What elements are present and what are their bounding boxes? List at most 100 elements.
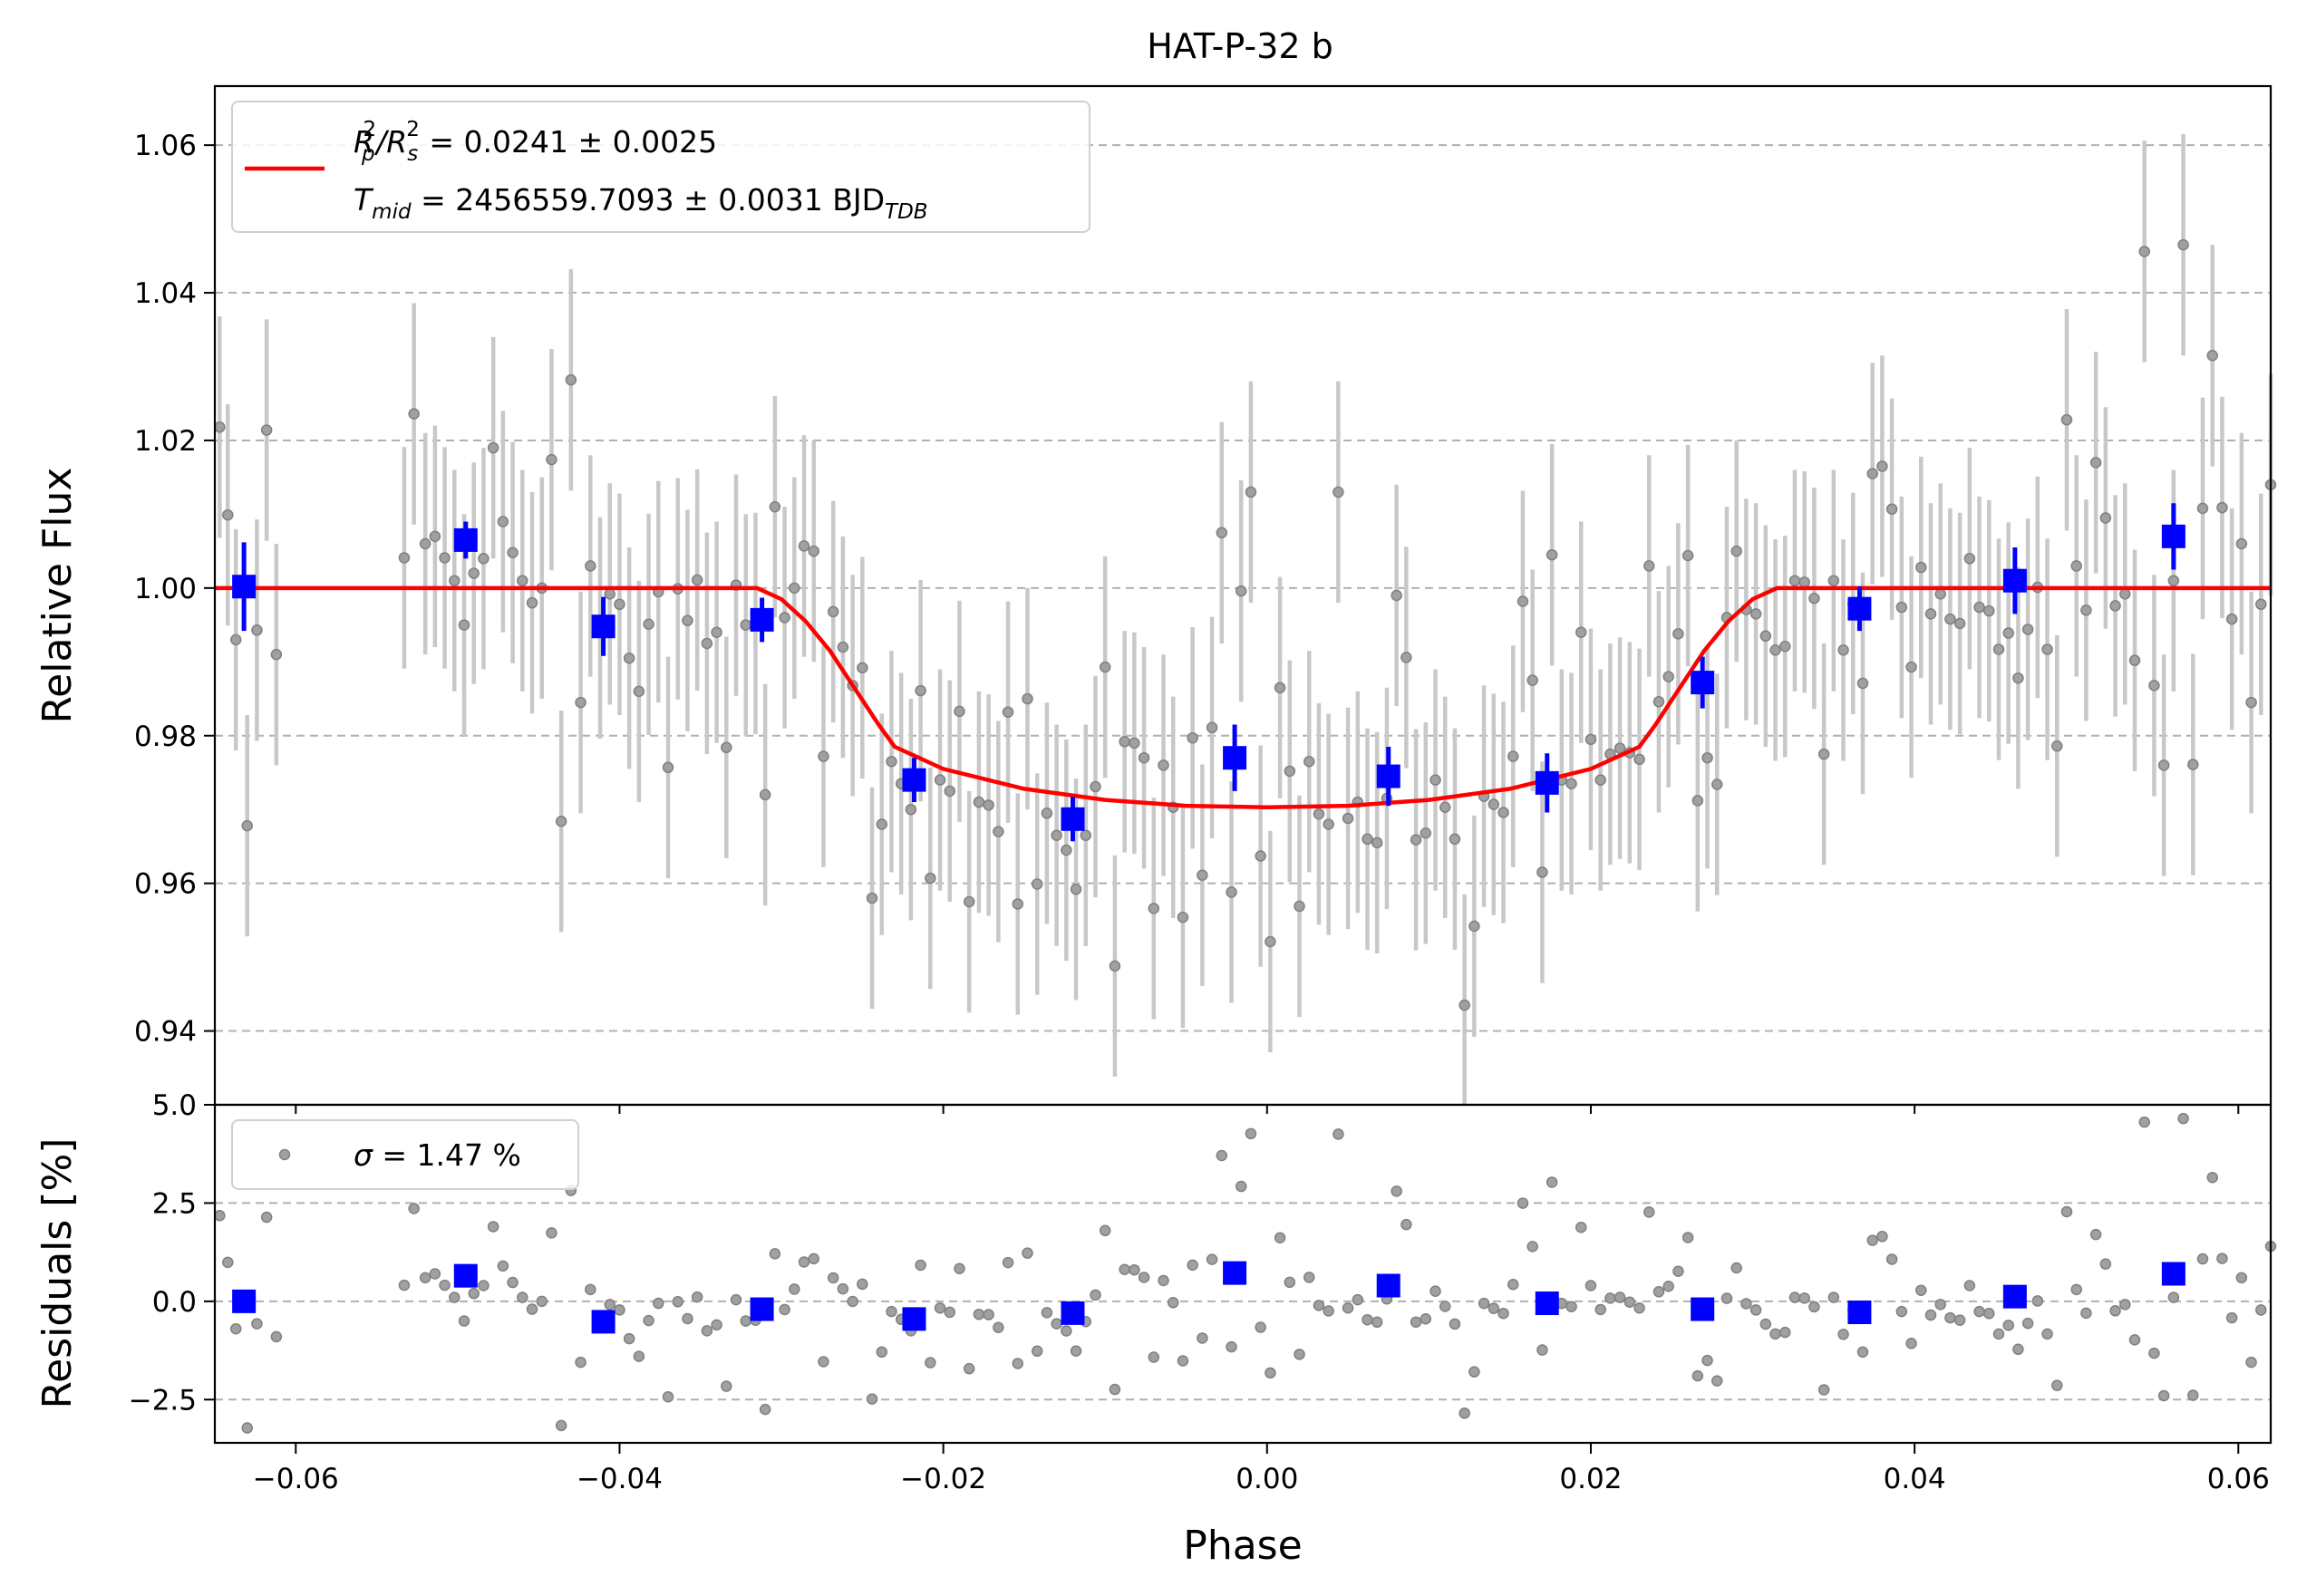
- raw-point: [1391, 589, 1402, 602]
- residual-point: [260, 1211, 273, 1224]
- binned-point: [1691, 671, 1715, 695]
- raw-point: [478, 553, 489, 565]
- raw-point: [2060, 413, 2073, 426]
- binned-residual-point: [453, 1263, 478, 1288]
- binned-points: [232, 503, 2186, 842]
- chart-title: HAT-P-32 b: [1147, 26, 1333, 66]
- legend-rp-exponent: 2: [363, 118, 377, 141]
- residual-point: [429, 1268, 441, 1280]
- raw-point: [1012, 898, 1024, 910]
- svg-text:Rp2/Rs2 = 0.0241 ± 0.0025: Rp2/Rs2 = 0.0241 ± 0.0025: [354, 118, 717, 166]
- legend-tmid-symbol: T: [354, 182, 374, 218]
- raw-point: [1701, 751, 1713, 764]
- residual-point: [1158, 1274, 1169, 1287]
- residual-point: [1963, 1280, 1976, 1291]
- raw-point: [458, 619, 470, 631]
- residual-point: [1808, 1301, 1820, 1313]
- residual-point: [2225, 1311, 2238, 1324]
- transit-legend: Rp2/Rs2 = 0.0241 ± 0.0025 Tmid = 2456559…: [231, 101, 1090, 233]
- raw-point: [837, 641, 849, 653]
- raw-point: [2012, 672, 2024, 684]
- residual-point: [1022, 1247, 1033, 1259]
- residual-point: [2245, 1356, 2257, 1369]
- raw-point: [1682, 549, 1694, 562]
- raw-point: [1963, 553, 1976, 565]
- residual-point: [1012, 1358, 1024, 1369]
- raw-point: [1031, 878, 1043, 890]
- residual-point: [1798, 1292, 1810, 1304]
- raw-point: [1274, 682, 1286, 694]
- raw-point: [2089, 457, 2102, 469]
- raw-point: [1827, 575, 1840, 586]
- residual-point: [1885, 1253, 1898, 1265]
- binned-point: [1223, 746, 1247, 770]
- residual-point: [1420, 1312, 1432, 1325]
- raw-point: [1526, 674, 1538, 686]
- raw-point: [1061, 844, 1072, 856]
- residual-point: [1526, 1241, 1538, 1253]
- binned-point: [2002, 568, 2027, 593]
- residual-point: [1662, 1280, 1674, 1292]
- binned-residual-point: [2002, 1284, 2027, 1309]
- raw-point: [886, 756, 897, 768]
- residual-point: [2187, 1389, 2199, 1401]
- raw-point: [1245, 486, 1257, 498]
- raw-point: [2119, 588, 2131, 600]
- binned-point: [1847, 596, 1872, 621]
- residual-point: [2080, 1307, 2092, 1320]
- residual-point: [701, 1325, 713, 1337]
- raw-point: [1730, 545, 1742, 557]
- raw-point: [1924, 608, 1937, 620]
- residual-point: [1672, 1265, 1684, 1278]
- raw-point: [1876, 460, 1888, 472]
- residual-point: [1400, 1218, 1412, 1231]
- x-tick-label: −0.04: [577, 1463, 663, 1495]
- residual-point: [1371, 1316, 1383, 1329]
- binned-point: [232, 575, 257, 599]
- raw-point: [2157, 759, 2170, 771]
- raw-point: [555, 815, 567, 827]
- residual-point: [1333, 1128, 1344, 1140]
- residual-point: [1730, 1262, 1742, 1274]
- residual-point: [1468, 1366, 1480, 1378]
- raw-point: [585, 560, 596, 572]
- residual-point: [1070, 1345, 1082, 1357]
- raw-point: [1633, 753, 1645, 766]
- residuals-panel: −2.5 0.0 2.5 5.0 −0.06 −0.04 −0.02 0.00 0.02 0.0…: [129, 1089, 2277, 1495]
- raw-point: [1585, 733, 1597, 746]
- residual-point: [536, 1295, 548, 1308]
- raw-point: [1400, 652, 1412, 663]
- residual-point: [604, 1299, 615, 1311]
- residual-point: [730, 1293, 742, 1306]
- residual-point: [1226, 1340, 1237, 1353]
- residual-point: [1953, 1314, 1966, 1326]
- residual-point: [1323, 1305, 1334, 1317]
- binned-residual-point: [1691, 1297, 1715, 1321]
- residual-point: [1905, 1338, 1917, 1349]
- y-axis-title-top: Relative Flux: [34, 468, 81, 724]
- residual-point: [458, 1315, 470, 1327]
- residual-point: [1497, 1307, 1509, 1320]
- residual-point: [808, 1253, 820, 1265]
- residual-point: [1410, 1316, 1422, 1328]
- residual-point: [1720, 1292, 1733, 1304]
- raw-point: [429, 530, 441, 543]
- residual-point: [866, 1393, 878, 1405]
- raw-point: [1488, 798, 1500, 810]
- raw-point: [229, 634, 242, 646]
- residual-point: [1061, 1325, 1072, 1337]
- residual-point: [1973, 1305, 1985, 1318]
- residual-point: [857, 1278, 868, 1291]
- raw-point: [1342, 812, 1354, 825]
- residual-point: [1109, 1383, 1121, 1396]
- residual-point: [798, 1256, 810, 1268]
- raw-point: [1779, 640, 1791, 653]
- residual-point: [779, 1303, 790, 1316]
- residual-point: [2021, 1317, 2034, 1330]
- residual-point: [1177, 1355, 1189, 1367]
- raw-point: [2216, 501, 2228, 514]
- raw-point: [1905, 661, 1917, 673]
- raw-point: [2235, 537, 2248, 550]
- residual-point: [1303, 1272, 1315, 1283]
- residual-point: [915, 1259, 926, 1272]
